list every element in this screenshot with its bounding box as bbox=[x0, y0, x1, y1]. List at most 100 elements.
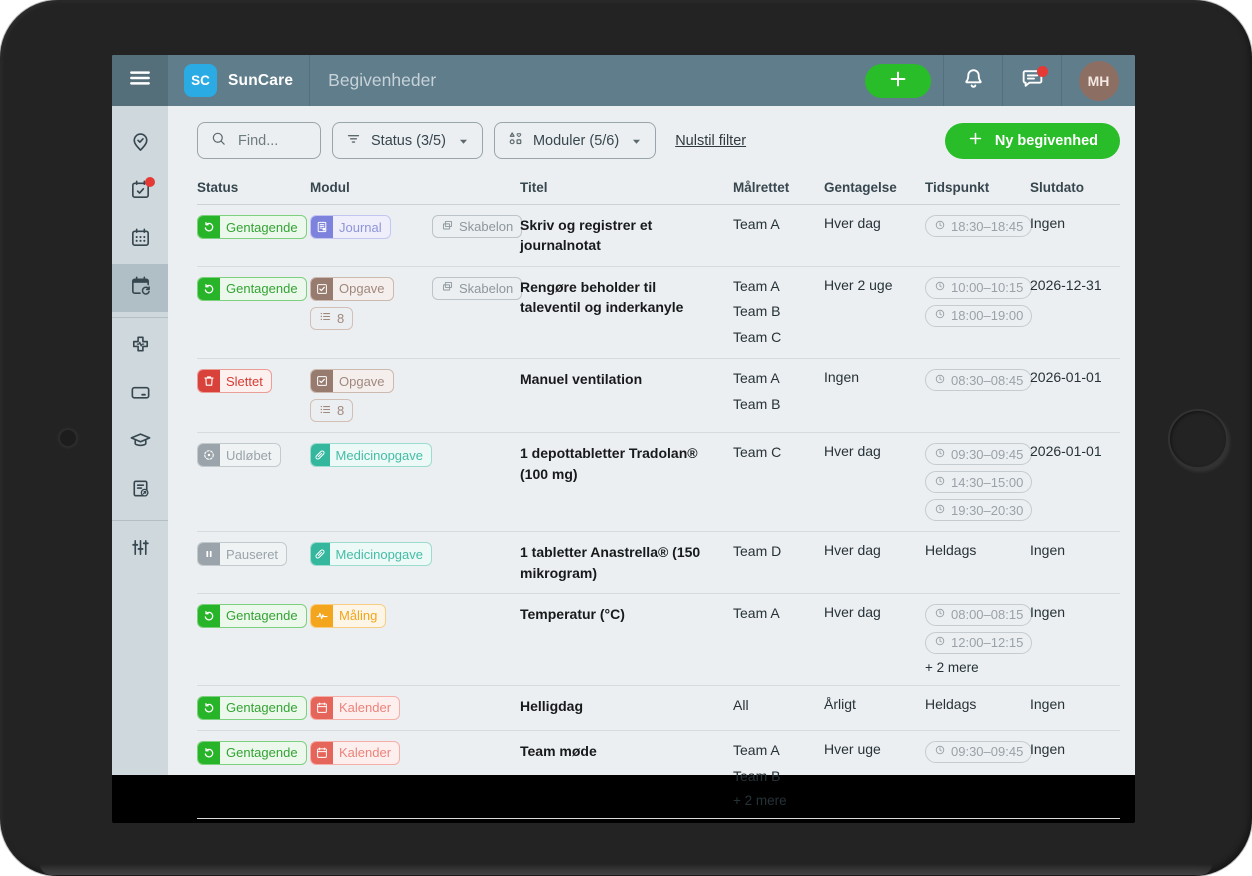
all-day-label: Heldags bbox=[925, 695, 977, 712]
calendar-check-icon bbox=[129, 178, 152, 206]
task-icon bbox=[311, 277, 333, 300]
sidebar-item-calendar-check[interactable] bbox=[112, 168, 168, 216]
event-title: Team møde bbox=[520, 742, 597, 759]
refresh-icon bbox=[198, 741, 220, 764]
sidebar-item-document-export[interactable] bbox=[112, 467, 168, 515]
times-cell: 08:30–08:45 bbox=[925, 369, 1033, 392]
module-cell: Måling bbox=[310, 603, 432, 628]
medicinopgave-badge: Medicinopgave bbox=[310, 542, 432, 567]
times-cell: 09:30–09:45 14:30–15:00 19:30–20:30 bbox=[925, 443, 1033, 522]
calendar-mini-icon bbox=[311, 741, 333, 764]
new-event-button[interactable]: Ny begivenhed bbox=[944, 122, 1120, 159]
calendar-sync-icon bbox=[129, 274, 152, 302]
search-input[interactable] bbox=[236, 131, 302, 150]
module-cell: Opgave 8 bbox=[310, 276, 432, 330]
reset-filters-link[interactable]: Nulstil filter bbox=[675, 132, 747, 149]
gentagende-badge: Gentagende bbox=[197, 695, 307, 720]
module-cell: Medicinopgave bbox=[310, 443, 432, 468]
targets-cell: Team A Team B Team C bbox=[733, 277, 824, 349]
recurrence-cell: Ingen bbox=[824, 369, 860, 386]
target-team: Team A bbox=[733, 741, 780, 758]
sidebar-item-drawer[interactable] bbox=[112, 371, 168, 419]
sidebar-divider bbox=[112, 520, 168, 521]
app-header: SC SunCare Begivenheder bbox=[112, 55, 1135, 106]
task-icon bbox=[311, 370, 333, 393]
target-team: Team B bbox=[733, 303, 781, 320]
table-row[interactable]: Udløbet Medicinopgave 1 depottabletter Tra… bbox=[197, 433, 1120, 533]
tablet-screen: SC SunCare Begivenheder bbox=[112, 55, 1135, 823]
table-row[interactable]: Gentagende Opgave 8 Skabelon Rengøre beholde… bbox=[197, 267, 1120, 360]
targets-cell: Team A Team B + 2 mere bbox=[733, 741, 824, 808]
hamburger-icon bbox=[127, 65, 153, 96]
target-team: Team A bbox=[733, 216, 780, 232]
avatar: MH bbox=[1078, 60, 1119, 101]
table-row[interactable]: Slettet Opgave 8 Manuel ventilation Team A Te… bbox=[197, 359, 1120, 434]
module-cell: Medicinopgave bbox=[310, 542, 432, 567]
user-menu[interactable]: MH bbox=[1061, 55, 1135, 106]
badge-label: Gentagende bbox=[226, 700, 298, 716]
subtask-count-chip-label: 8 bbox=[337, 310, 345, 326]
search-field[interactable] bbox=[197, 122, 321, 159]
clock-icon bbox=[934, 280, 946, 295]
time-chip: 14:30–15:00 bbox=[925, 471, 1033, 494]
template-cell: Skabelon bbox=[432, 276, 523, 300]
modules-filter-label: Moduler (5/6) bbox=[532, 132, 620, 149]
sidebar-item-calendar-sync[interactable] bbox=[112, 264, 168, 312]
status-cell: Slettet bbox=[197, 369, 310, 394]
clock-icon bbox=[934, 219, 946, 234]
time-chip-label: 14:30–15:00 bbox=[951, 474, 1024, 490]
table-row[interactable]: KommendePåmindelseBestil kørestolsvenlig… bbox=[197, 819, 1120, 823]
modules-filter-dropdown[interactable]: Moduler (5/6) bbox=[493, 122, 657, 159]
time-chip: 12:00–12:15 bbox=[925, 631, 1033, 654]
list-icon bbox=[319, 310, 332, 326]
time-chip: 18:30–18:45 bbox=[925, 215, 1033, 237]
module-cell: Journal bbox=[310, 215, 432, 239]
main-content: Status (3/5) Moduler (5/6) Nulstil filte… bbox=[168, 106, 1135, 819]
filter-icon bbox=[345, 130, 362, 152]
notifications-button[interactable] bbox=[943, 55, 1002, 106]
calendar-mini-icon bbox=[311, 696, 333, 719]
table-row[interactable]: Gentagende Måling Temperatur (°C) Team A Hve… bbox=[197, 594, 1120, 686]
sidebar-item-health-cross[interactable] bbox=[112, 323, 168, 371]
list-icon bbox=[319, 403, 332, 419]
sidebar-item-graduation-cap[interactable] bbox=[112, 419, 168, 467]
table-row[interactable]: Gentagende Kalender Helligdag All Årligt Held… bbox=[197, 686, 1120, 731]
events-table: Gentagende Journal Skabelon Skriv og regist… bbox=[197, 205, 1120, 823]
tablet-side-button bbox=[58, 428, 78, 448]
tablet-edge-highlight bbox=[40, 864, 1212, 875]
plus-icon bbox=[967, 130, 984, 151]
status-filter-dropdown[interactable]: Status (3/5) bbox=[332, 122, 483, 159]
table-row[interactable]: Gentagende Journal Skabelon Skriv og regist… bbox=[197, 205, 1120, 267]
sidebar-item-calendar[interactable] bbox=[112, 216, 168, 264]
kalender-badge: Kalender bbox=[310, 695, 401, 720]
event-title: Manuel ventilation bbox=[520, 371, 643, 388]
status-cell: Gentagende bbox=[197, 603, 310, 628]
recurrence-cell: Hver uge bbox=[824, 740, 881, 757]
graduation-cap-icon bbox=[129, 429, 152, 457]
table-row[interactable]: Pauseret Medicinopgave 1 tabletter Anastre… bbox=[197, 532, 1120, 594]
menu-button[interactable] bbox=[112, 55, 168, 106]
template-badge: Skabelon bbox=[432, 276, 523, 300]
times-cell: 18:30–18:45 bbox=[925, 215, 1033, 237]
quick-add-button[interactable] bbox=[865, 63, 931, 98]
time-chip-label: 08:00–08:15 bbox=[951, 607, 1024, 623]
quick-add-section bbox=[853, 55, 943, 106]
refresh-icon bbox=[198, 277, 220, 300]
target-team: Team A bbox=[733, 604, 780, 621]
time-chip-label: 18:00–19:00 bbox=[951, 308, 1024, 324]
time-chip-label: 09:30–09:45 bbox=[951, 744, 1024, 760]
end-date-cell: Ingen bbox=[1030, 740, 1066, 757]
sidebar-item-pin-check[interactable] bbox=[112, 120, 168, 168]
table-row[interactable]: Gentagende Kalender Team møde Team A Team B +… bbox=[197, 731, 1120, 819]
clock-icon bbox=[934, 373, 946, 388]
clock-icon bbox=[934, 744, 946, 759]
messages-button[interactable] bbox=[1002, 55, 1061, 106]
table-header: Status Modul Titel Målrettet Gentagelse Tidsp… bbox=[197, 180, 1120, 205]
sidebar-item-sliders[interactable] bbox=[112, 526, 168, 574]
recurrence-cell: Hver dag bbox=[824, 542, 881, 559]
template-cell: Skabelon bbox=[432, 215, 523, 238]
page-title: Begivenheder bbox=[328, 70, 437, 90]
subtask-count-chip: 8 bbox=[310, 399, 354, 423]
end-date-cell: Ingen bbox=[1030, 542, 1066, 559]
opgave-badge: Opgave bbox=[310, 276, 394, 301]
